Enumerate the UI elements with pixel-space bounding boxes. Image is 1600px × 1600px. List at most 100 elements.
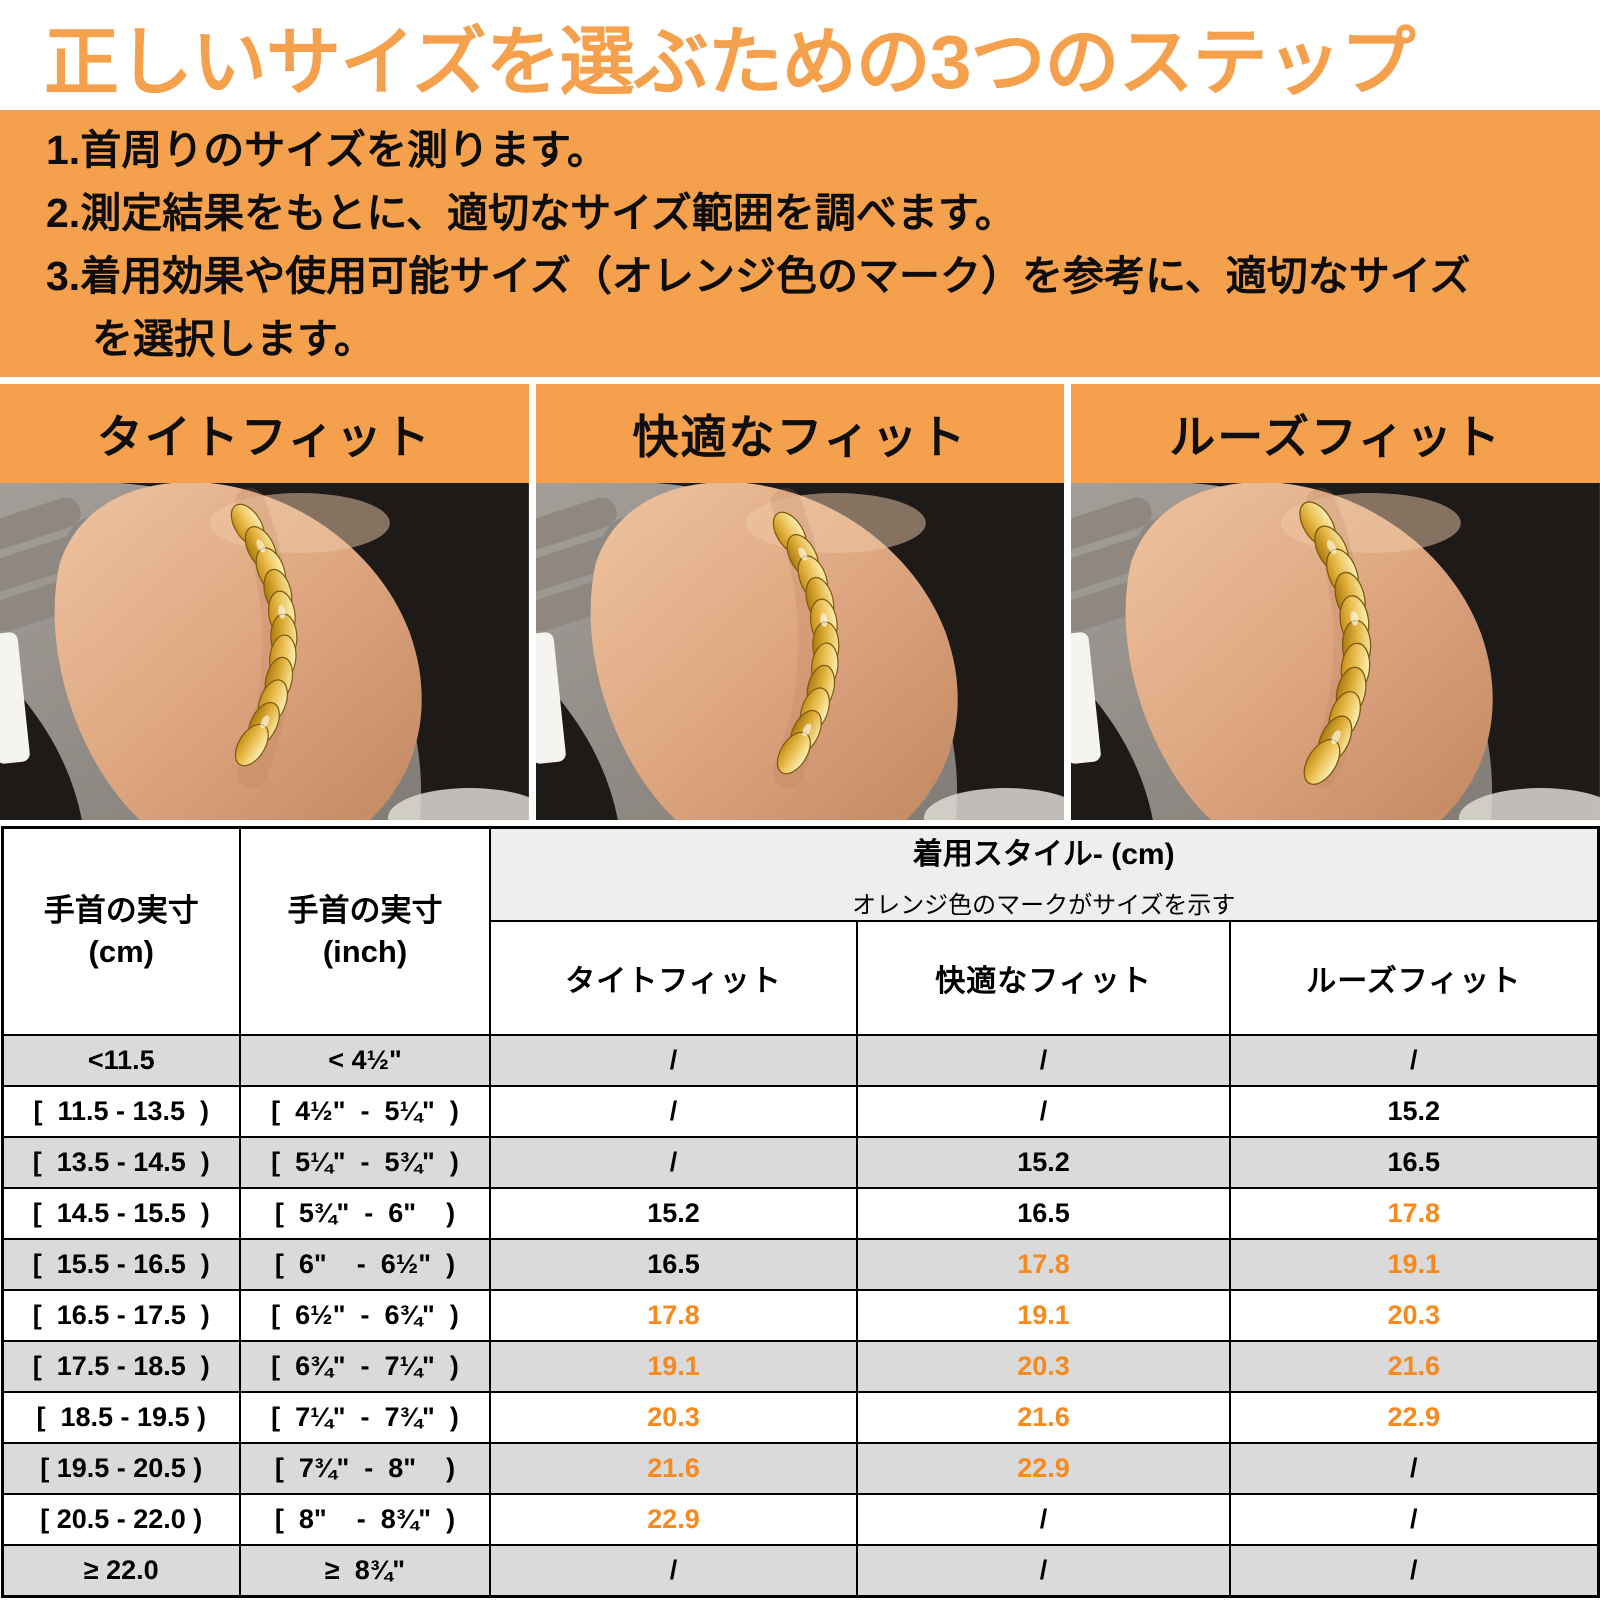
wrist-cm-cell: ≥ 22.0 <box>1 1544 241 1597</box>
wrist-inch-header-line1: 手首の実寸 <box>287 893 443 929</box>
loose-fit-value-cell: 20.3 <box>1229 1289 1599 1342</box>
comfort-fit-label: 快適なフィット <box>535 384 1065 483</box>
wrist-inch-cell: ≥ 8¾" <box>239 1544 491 1597</box>
wear-style-title: 着用スタイル- (cm) <box>912 838 1175 871</box>
loose-fit-column-header: ルーズフィット <box>1229 920 1599 1036</box>
wrist-cm-header: 手首の実寸 (cm) <box>1 826 241 1036</box>
wrist-cm-cell: [ 18.5 - 19.5 ) <box>1 1391 241 1444</box>
comfort-fit-value-cell: 16.5 <box>856 1187 1231 1240</box>
wrist-inch-cell: [ 5¾" - 6" ) <box>239 1187 491 1240</box>
comfort-fit-value-cell: / <box>856 1085 1231 1138</box>
tight-fit-value-cell: / <box>489 1544 858 1597</box>
wrist-inch-cell: [ 7¼" - 7¾" ) <box>239 1391 491 1444</box>
wrist-inch-cell: [ 4½" - 5¼" ) <box>239 1085 491 1138</box>
wrist-cm-cell: [ 15.5 - 16.5 ) <box>1 1238 241 1291</box>
panel-comfort-fit: 快適なフィット <box>535 384 1065 820</box>
tight-fit-value-cell: / <box>489 1136 858 1189</box>
wrist-cm-header-line1: 手首の実寸 <box>43 893 199 929</box>
step-2: 2.測定結果をもとに、適切なサイズ範囲を調べます。 <box>46 190 1016 237</box>
comfort-fit-value-cell: 21.6 <box>856 1391 1231 1444</box>
table-header-row-1: 手首の実寸 (cm) 手首の実寸 (inch) 着用スタイル- (cm) オレン… <box>1 826 1599 1036</box>
table-row: [ 13.5 - 14.5 ) [ 5¼" - 5¾" ) / 15.2 16.… <box>1 1136 1599 1189</box>
comfort-fit-value-cell: / <box>856 1034 1231 1087</box>
table-row: [ 18.5 - 19.5 ) [ 7¼" - 7¾" ) 20.3 21.6 … <box>1 1391 1599 1444</box>
wrist-inch-cell: [ 5¼" - 5¾" ) <box>239 1136 491 1189</box>
comfort-fit-value-cell: 19.1 <box>856 1289 1231 1342</box>
tight-fit-value-cell: / <box>489 1034 858 1087</box>
wrist-cm-cell: [ 16.5 - 17.5 ) <box>1 1289 241 1342</box>
step-1: 1.首周りのサイズを測ります。 <box>46 127 608 174</box>
table-row: [ 14.5 - 15.5 ) [ 5¾" - 6" ) 15.2 16.5 1… <box>1 1187 1599 1240</box>
loose-fit-value-cell: 19.1 <box>1229 1238 1599 1291</box>
wrist-cm-cell: [ 11.5 - 13.5 ) <box>1 1085 241 1138</box>
loose-fit-label: ルーズフィット <box>1071 384 1600 483</box>
loose-fit-value-cell: 15.2 <box>1229 1085 1599 1138</box>
tight-fit-value-cell: 16.5 <box>489 1238 858 1291</box>
wrist-photo-illustration <box>536 483 1065 820</box>
loose-fit-value-cell: / <box>1229 1034 1599 1087</box>
wrist-inch-header: 手首の実寸 (inch) <box>239 826 491 1036</box>
tight-fit-value-cell: 19.1 <box>489 1340 858 1393</box>
tight-fit-value-cell: 15.2 <box>489 1187 858 1240</box>
loose-fit-photo <box>1071 483 1600 820</box>
loose-fit-value-cell: / <box>1229 1442 1599 1495</box>
comfort-fit-value-cell: / <box>856 1493 1231 1546</box>
wrist-photo-illustration <box>1071 483 1600 820</box>
wrist-inch-cell: [ 8" - 8¾" ) <box>239 1493 491 1546</box>
step-3: 3.着用効果や使用可能サイズ（オレンジ色のマーク）を参考に、適切なサイズ <box>46 253 1471 299</box>
page-title: 正しいサイズを選ぶための3つのステップ <box>44 19 1415 104</box>
size-table: 手首の実寸 (cm) 手首の実寸 (inch) 着用スタイル- (cm) オレン… <box>0 826 1600 1598</box>
wrist-inch-cell: [ 6" - 6½" ) <box>239 1238 491 1291</box>
fit-panels: タイトフィット 快適なフィット ルーズフィット <box>0 384 1600 820</box>
comfort-fit-column-header: 快適なフィット <box>856 920 1231 1036</box>
wrist-inch-header-line2: (inch) <box>322 933 408 969</box>
loose-fit-value-cell: / <box>1229 1544 1599 1597</box>
comfort-fit-value-cell: / <box>856 1544 1231 1597</box>
comfort-fit-value-cell: 20.3 <box>856 1340 1231 1393</box>
loose-fit-value-cell: 21.6 <box>1229 1340 1599 1393</box>
tight-fit-photo <box>0 483 529 820</box>
comfort-fit-value-cell: 22.9 <box>856 1442 1231 1495</box>
tight-fit-value-cell: 17.8 <box>489 1289 858 1342</box>
wrist-inch-cell: [ 7¾" - 8" ) <box>239 1442 491 1495</box>
table-row: [ 17.5 - 18.5 ) [ 6¾" - 7¼" ) 19.1 20.3 … <box>1 1340 1599 1393</box>
tight-fit-value-cell: 20.3 <box>489 1391 858 1444</box>
tight-fit-value-cell: 22.9 <box>489 1493 858 1546</box>
title-bar: 正しいサイズを選ぶための3つのステップ <box>0 0 1600 110</box>
panel-loose-fit: ルーズフィット <box>1071 384 1600 820</box>
tight-fit-value-cell: / <box>489 1085 858 1138</box>
wrist-inch-cell: [ 6¾" - 7¼" ) <box>239 1340 491 1393</box>
tight-fit-label: タイトフィット <box>0 384 529 483</box>
table-row: [ 15.5 - 16.5 ) [ 6" - 6½" ) 16.5 17.8 1… <box>1 1238 1599 1291</box>
wrist-inch-cell: [ 6½" - 6¾" ) <box>239 1289 491 1342</box>
wrist-cm-cell: [ 14.5 - 15.5 ) <box>1 1187 241 1240</box>
table-row: <11.5 < 4½" / / / <box>1 1034 1599 1087</box>
table-row: [ 11.5 - 13.5 ) [ 4½" - 5¼" ) / / 15.2 <box>1 1085 1599 1138</box>
comfort-fit-value-cell: 15.2 <box>856 1136 1231 1189</box>
loose-fit-value-cell: 22.9 <box>1229 1391 1599 1444</box>
table-header-row-2: タイトフィット 快適なフィット ルーズフィット <box>2 920 1599 1036</box>
wrist-cm-cell: [ 13.5 - 14.5 ) <box>1 1136 241 1189</box>
table-row: [ 20.5 - 22.0 ) [ 8" - 8¾" ) 22.9 / / <box>1 1493 1599 1546</box>
wrist-cm-cell: <11.5 <box>1 1034 241 1087</box>
wear-style-subtitle: オレンジ色のマークがサイズを示す <box>852 892 1236 919</box>
step-3-continued: を選択します。 <box>92 315 375 362</box>
loose-fit-value-cell: 17.8 <box>1229 1187 1599 1240</box>
wrist-cm-header-line2: (cm) <box>88 933 154 969</box>
loose-fit-value-cell: / <box>1229 1493 1599 1546</box>
wrist-cm-cell: [ 17.5 - 18.5 ) <box>1 1340 241 1393</box>
tight-fit-value-cell: 21.6 <box>489 1442 858 1495</box>
wrist-cm-cell: [ 19.5 - 20.5 ) <box>1 1442 241 1495</box>
loose-fit-value-cell: 16.5 <box>1229 1136 1599 1189</box>
table-row: [ 16.5 - 17.5 ) [ 6½" - 6¾" ) 17.8 19.1 … <box>1 1289 1599 1342</box>
tight-fit-column-header: タイトフィット <box>489 920 858 1036</box>
comfort-fit-photo <box>536 483 1065 820</box>
wrist-inch-cell: < 4½" <box>239 1034 491 1087</box>
panel-tight-fit: タイトフィット <box>0 384 529 820</box>
table-row: [ 19.5 - 20.5 ) [ 7¾" - 8" ) 21.6 22.9 / <box>1 1442 1599 1495</box>
comfort-fit-value-cell: 17.8 <box>856 1238 1231 1291</box>
steps-block: 1.首周りのサイズを測ります。 2.測定結果をもとに、適切なサイズ範囲を調べます… <box>0 110 1600 377</box>
wrist-photo-illustration <box>0 483 529 820</box>
wear-style-header: 着用スタイル- (cm) オレンジ色のマークがサイズを示す <box>489 826 1599 922</box>
